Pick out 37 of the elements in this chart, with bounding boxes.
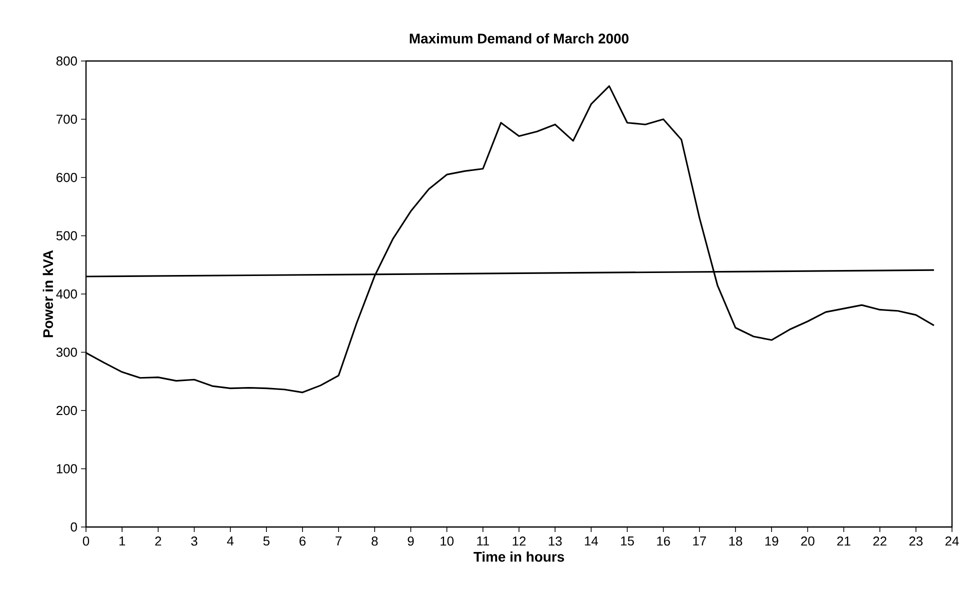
- y-tick-label: 200: [56, 406, 77, 416]
- x-tick-label: 8: [372, 536, 378, 546]
- x-tick-label: 10: [440, 536, 454, 546]
- y-tick-label: 700: [56, 114, 77, 124]
- y-tick-label: 100: [56, 464, 77, 474]
- x-tick-label: 22: [873, 536, 886, 546]
- x-axis-title: Time in hours: [474, 552, 564, 562]
- x-tick-label: 20: [801, 536, 814, 546]
- x-tick-label: 16: [657, 536, 670, 546]
- y-tick-label: 0: [70, 522, 77, 532]
- x-tick-label: 14: [584, 536, 598, 546]
- x-tick-label: 1: [119, 536, 126, 546]
- x-tick-label: 12: [512, 536, 526, 546]
- x-tick-label: 6: [300, 536, 306, 546]
- x-tick-label: 24: [945, 536, 959, 546]
- x-tick-label: 5: [263, 536, 270, 546]
- x-tick-label: 13: [548, 536, 562, 546]
- x-tick-label: 18: [729, 536, 742, 546]
- y-axis-title: Power in kVA: [42, 250, 54, 338]
- x-tick-label: 7: [336, 536, 342, 546]
- x-tick-label: 9: [408, 536, 414, 546]
- y-tick-label: 600: [56, 172, 77, 182]
- y-tick-label: 300: [56, 348, 77, 357]
- x-tick-label: 3: [191, 536, 198, 546]
- y-tick-label: 800: [56, 56, 77, 66]
- x-tick-label: 11: [477, 536, 490, 546]
- x-tick-label: 23: [909, 536, 923, 546]
- x-tick-label: 15: [621, 536, 634, 546]
- x-tick-label: 19: [765, 536, 778, 546]
- chart-title: Maximum Demand of March 2000: [410, 33, 628, 44]
- y-tick-label: 500: [56, 231, 77, 240]
- x-tick-label: 17: [693, 536, 706, 546]
- x-tick-label: 2: [155, 536, 162, 546]
- x-tick-label: 0: [82, 536, 90, 546]
- y-tick-label: 400: [56, 289, 77, 299]
- x-tick-label: 4: [227, 536, 234, 546]
- x-tick-label: 21: [837, 536, 850, 546]
